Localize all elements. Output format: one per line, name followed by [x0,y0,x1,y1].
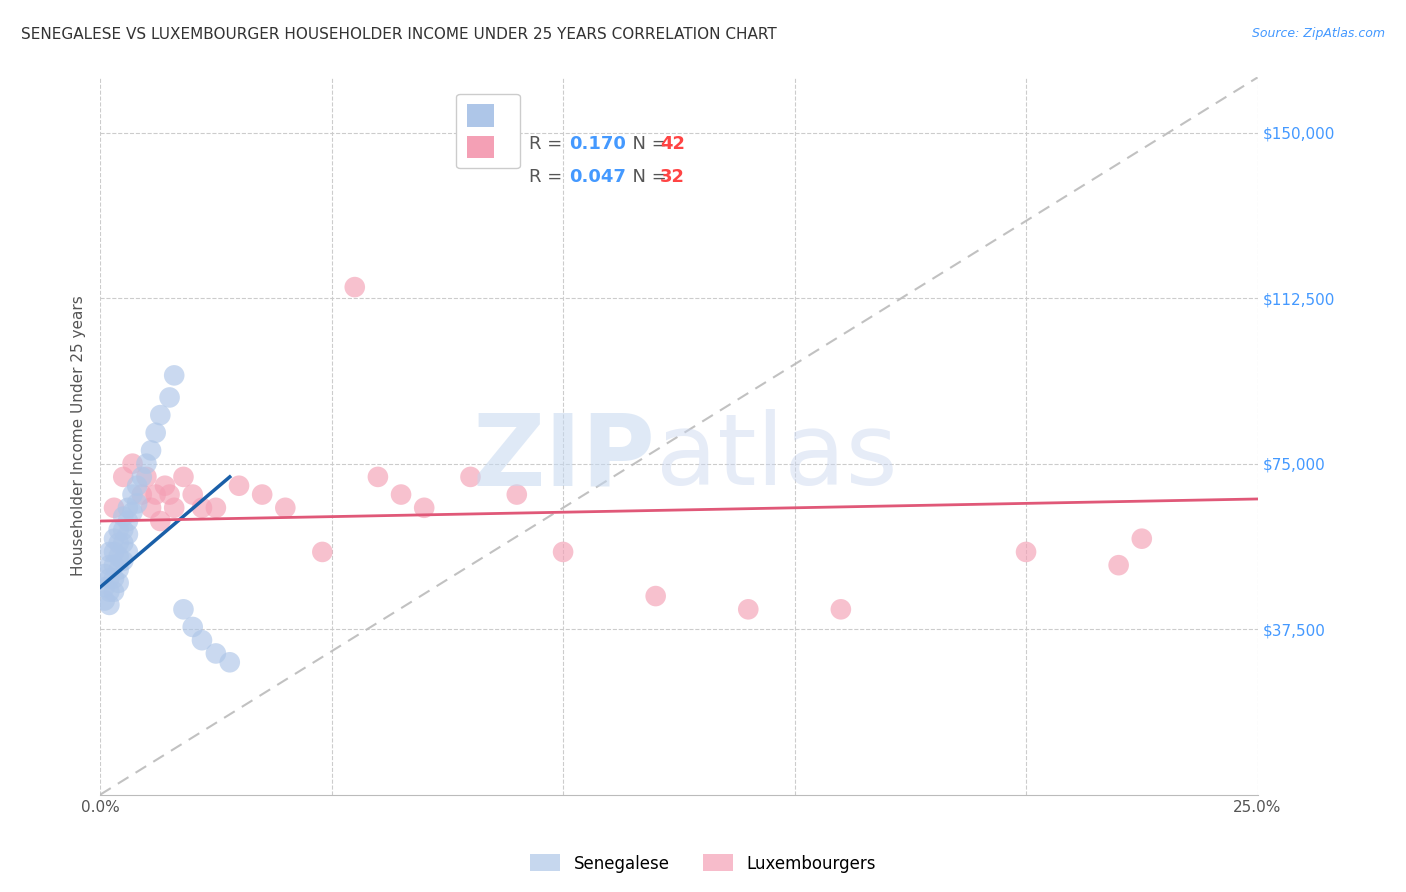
Point [343,280,366,294]
Point [389,487,412,501]
Point [107,536,129,550]
Point [121,487,143,501]
Point [163,500,186,515]
Point [218,655,240,669]
Text: R =: R = [530,168,568,186]
Point [103,571,125,585]
Point [153,479,176,493]
Point [117,527,139,541]
Point [112,536,135,550]
Point [139,500,162,515]
Point [103,558,125,573]
Point [149,408,172,422]
Point [205,500,228,515]
Point [181,620,204,634]
Point [191,500,214,515]
Point [830,602,852,616]
Point [191,633,214,648]
Point [149,514,172,528]
Point [112,470,135,484]
Point [94,593,117,607]
Point [112,554,135,568]
Point [98,598,121,612]
Point [121,505,143,519]
Text: R =: R = [530,135,568,153]
Point [181,487,204,501]
Point [94,580,117,594]
Point [98,584,121,599]
Point [1108,558,1130,573]
Point [228,479,250,493]
Point [460,470,482,484]
Point [139,443,162,458]
Point [367,470,389,484]
Text: 0.047: 0.047 [569,168,626,186]
Point [112,509,135,524]
Point [413,500,436,515]
Point [121,457,143,471]
Point [117,500,139,515]
Point [172,602,194,616]
Point [644,589,666,603]
Point [506,487,529,501]
Text: N =: N = [621,168,672,186]
Point [1130,532,1153,546]
Legend: , : , [457,94,520,169]
Point [127,496,149,510]
Point [311,545,333,559]
Point [551,545,574,559]
Text: 0.170: 0.170 [569,135,626,153]
Point [163,368,186,383]
Point [107,549,129,564]
Y-axis label: Householder Income Under 25 years: Householder Income Under 25 years [72,295,86,576]
Text: Source: ZipAtlas.com: Source: ZipAtlas.com [1251,27,1385,40]
Legend: Senegalese, Luxembourgers: Senegalese, Luxembourgers [523,847,883,880]
Point [107,523,129,537]
Text: 32: 32 [661,168,685,186]
Point [127,479,149,493]
Point [98,545,121,559]
Point [274,500,297,515]
Point [98,571,121,585]
Point [135,457,157,471]
Point [107,575,129,590]
Point [112,523,135,537]
Point [131,487,153,501]
Point [103,584,125,599]
Point [205,647,228,661]
Point [131,470,153,484]
Point [98,558,121,573]
Point [145,425,167,440]
Point [117,545,139,559]
Point [103,545,125,559]
Point [94,567,117,582]
Point [159,487,181,501]
Point [117,514,139,528]
Point [1015,545,1038,559]
Text: atlas: atlas [655,409,897,506]
Point [103,500,125,515]
Point [107,563,129,577]
Point [172,470,194,484]
Point [737,602,759,616]
Text: ZIP: ZIP [472,409,655,506]
Point [159,391,181,405]
Point [135,470,157,484]
Point [145,487,167,501]
Text: 42: 42 [661,135,685,153]
Text: N =: N = [621,135,672,153]
Point [103,532,125,546]
Point [250,487,273,501]
Text: SENEGALESE VS LUXEMBOURGER HOUSEHOLDER INCOME UNDER 25 YEARS CORRELATION CHART: SENEGALESE VS LUXEMBOURGER HOUSEHOLDER I… [21,27,778,42]
